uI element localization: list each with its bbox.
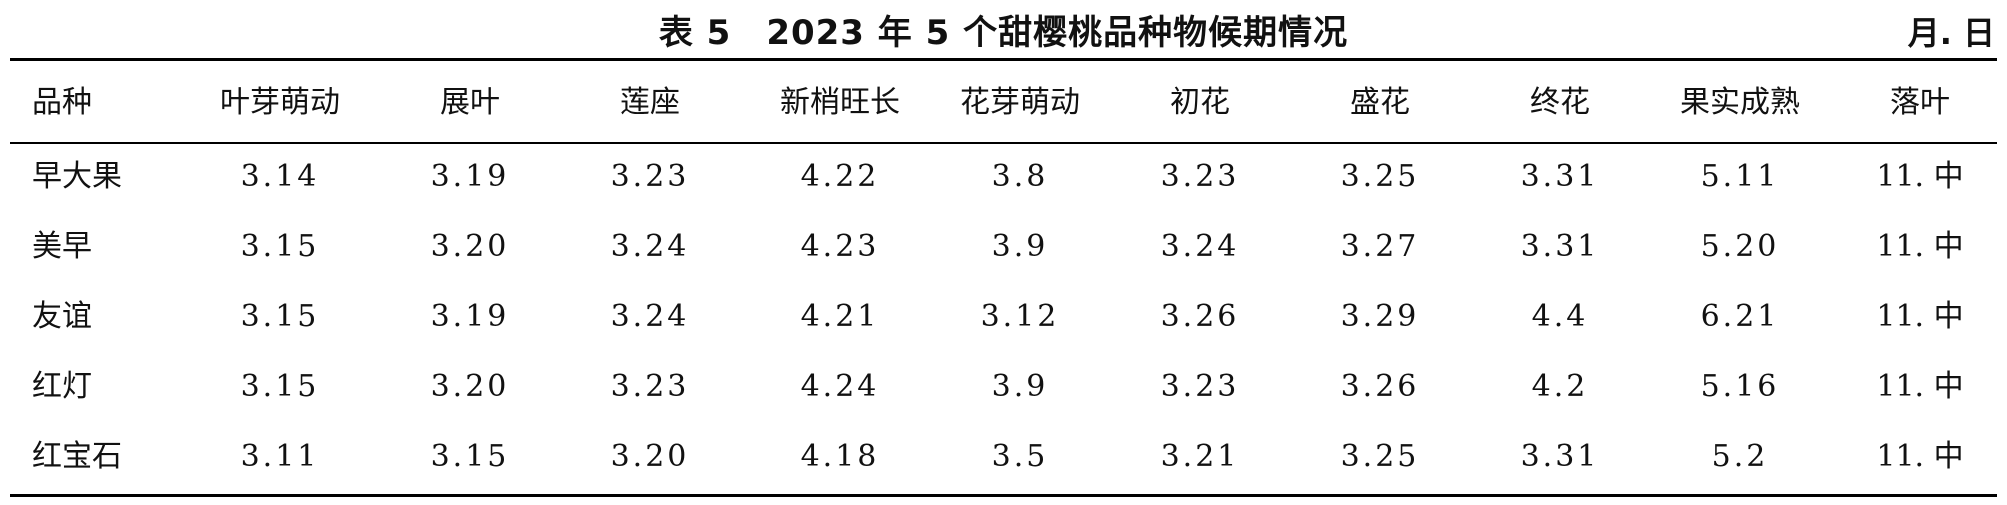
table-row: 美早 3.15 3.20 3.24 4.23 3.9 3.24 3.27 3.3…: [0, 212, 2007, 282]
table-cell: 3.20: [610, 439, 690, 474]
table-cell: 3.14: [240, 159, 320, 194]
header-cell: 叶芽萌动: [220, 85, 340, 120]
table-cell: 3.23: [610, 159, 690, 194]
table-cell: 3.9: [991, 369, 1049, 404]
table-cell: 3.31: [1520, 439, 1600, 474]
table-row: 红宝石 3.11 3.15 3.20 4.18 3.5 3.21 3.25 3.…: [0, 422, 2007, 492]
table-cell: 3.29: [1340, 299, 1420, 334]
table-cell: 3.31: [1520, 159, 1600, 194]
top-rule: [10, 58, 1997, 61]
header-cell: 落叶: [1890, 85, 1950, 120]
table-cell: 3.23: [610, 369, 690, 404]
table-cell: 3.26: [1160, 299, 1240, 334]
header-rule: [10, 142, 1997, 144]
table-cell: 3.26: [1340, 369, 1420, 404]
table-cell: 3.15: [240, 229, 320, 264]
table-cell: 3.15: [240, 299, 320, 334]
table-cell: 4.2: [1531, 369, 1589, 404]
table-cell: 5.20: [1700, 229, 1780, 264]
table-cell: 4.18: [800, 439, 880, 474]
table-cell: 4.23: [800, 229, 880, 264]
table-cell: 3.5: [991, 439, 1049, 474]
table-cell: 3.23: [1160, 159, 1240, 194]
table-cell: 11. 中: [1876, 229, 1964, 264]
table-cell: 4.22: [800, 159, 880, 194]
table-cell: 3.11: [240, 439, 320, 474]
header-row: 品种 叶芽萌动 展叶 莲座 新梢旺长 花芽萌动 初花 盛花 终花 果实成熟 落叶: [0, 68, 2007, 138]
table-cell: 3.8: [991, 159, 1049, 194]
table-cell: 4.24: [800, 369, 880, 404]
table-cell: 3.24: [1160, 229, 1240, 264]
table-cell: 3.19: [430, 159, 510, 194]
table-row: 友谊 3.15 3.19 3.24 4.21 3.12 3.26 3.29 4.…: [0, 282, 2007, 352]
table-cell: 3.21: [1160, 439, 1240, 474]
table-cell: 3.20: [430, 229, 510, 264]
table-cell: 3.24: [610, 299, 690, 334]
unit-label: 月. 日: [1907, 14, 1995, 52]
bottom-rule: [10, 494, 1997, 497]
table-cell: 3.25: [1340, 439, 1420, 474]
header-cell: 初花: [1170, 85, 1230, 120]
variety-cell: 红宝石: [32, 439, 122, 474]
table-cell: 3.20: [430, 369, 510, 404]
header-cell: 莲座: [620, 85, 680, 120]
table-cell: 3.19: [430, 299, 510, 334]
table-cell: 3.9: [991, 229, 1049, 264]
table-title: 表 5 2023 年 5 个甜樱桃品种物候期情况: [658, 13, 1349, 53]
table-cell: 11. 中: [1876, 439, 1964, 474]
header-cell: 盛花: [1350, 85, 1410, 120]
table-cell: 11. 中: [1876, 299, 1964, 334]
table-cell: 3.27: [1340, 229, 1420, 264]
header-cell: 展叶: [440, 85, 500, 120]
variety-cell: 友谊: [32, 299, 92, 334]
variety-cell: 红灯: [32, 369, 92, 404]
table-cell: 11. 中: [1876, 369, 1964, 404]
table-row: 红灯 3.15 3.20 3.23 4.24 3.9 3.23 3.26 4.2…: [0, 352, 2007, 422]
header-cell: 果实成熟: [1680, 85, 1800, 120]
table-cell: 5.16: [1700, 369, 1780, 404]
table-cell: 3.23: [1160, 369, 1240, 404]
table-cell: 4.21: [800, 299, 880, 334]
variety-cell: 早大果: [32, 159, 122, 194]
table-cell: 11. 中: [1876, 159, 1964, 194]
table-row: 早大果 3.14 3.19 3.23 4.22 3.8 3.23 3.25 3.…: [0, 142, 2007, 212]
table-cell: 5.11: [1700, 159, 1780, 194]
table-cell: 3.15: [240, 369, 320, 404]
table-cell: 4.4: [1531, 299, 1589, 334]
table-cell: 5.2: [1711, 439, 1769, 474]
header-cell: 花芽萌动: [960, 85, 1080, 120]
variety-cell: 美早: [32, 229, 92, 264]
header-cell: 品种: [32, 85, 92, 120]
table-cell: 3.24: [610, 229, 690, 264]
header-cell: 新梢旺长: [780, 85, 900, 120]
table-cell: 3.12: [980, 299, 1060, 334]
table-cell: 3.15: [430, 439, 510, 474]
table-cell: 3.25: [1340, 159, 1420, 194]
table-cell: 3.31: [1520, 229, 1600, 264]
header-cell: 终花: [1530, 85, 1590, 120]
table-cell: 6.21: [1700, 299, 1780, 334]
